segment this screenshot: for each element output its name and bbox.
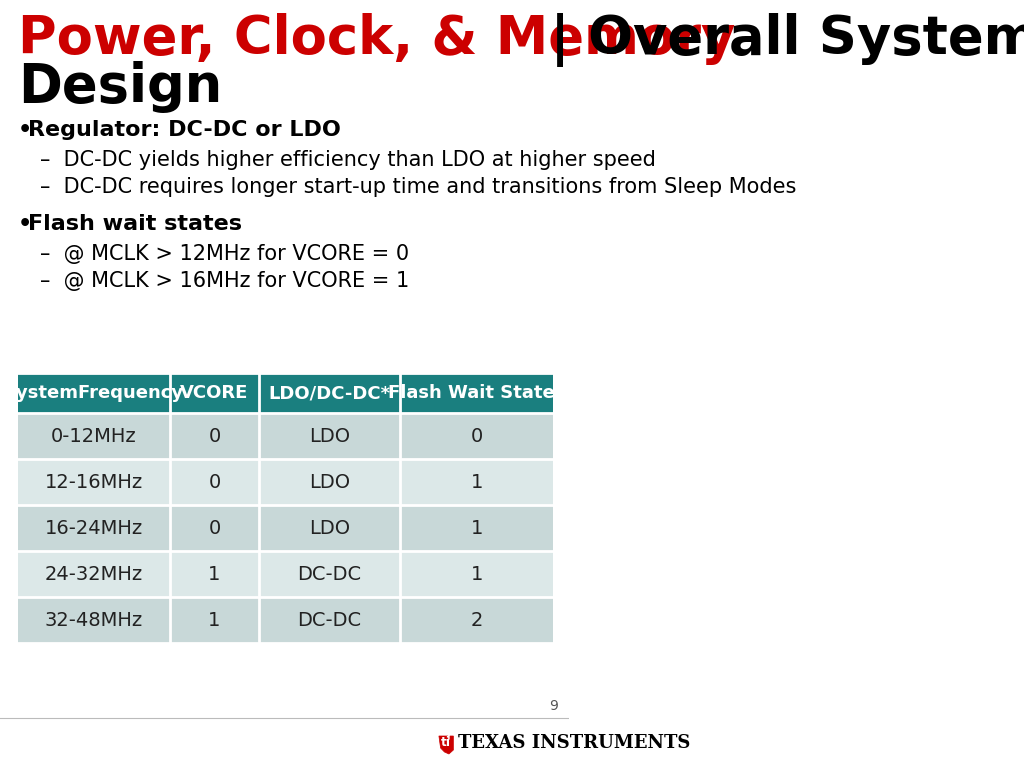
Bar xyxy=(17,505,170,551)
Bar xyxy=(400,413,553,459)
Text: LDO: LDO xyxy=(309,426,350,445)
Text: Regulator: DC-DC or LDO: Regulator: DC-DC or LDO xyxy=(28,120,341,140)
Bar xyxy=(170,597,258,643)
Bar xyxy=(17,373,170,413)
Text: SystemFrequency: SystemFrequency xyxy=(4,384,184,402)
Text: Flash wait states: Flash wait states xyxy=(28,214,242,234)
Text: •: • xyxy=(17,120,32,140)
Bar xyxy=(170,459,258,505)
Text: 0-12MHz: 0-12MHz xyxy=(51,426,137,445)
Bar xyxy=(400,597,553,643)
Text: 0: 0 xyxy=(208,426,220,445)
Bar xyxy=(400,459,553,505)
Bar xyxy=(258,373,400,413)
Text: 1: 1 xyxy=(470,564,482,584)
Bar xyxy=(170,373,258,413)
Text: Design: Design xyxy=(17,61,222,113)
Bar xyxy=(400,551,553,597)
Text: Power, Clock, & Memory: Power, Clock, & Memory xyxy=(17,13,735,65)
Bar xyxy=(17,413,170,459)
Text: –  @ MCLK > 16MHz for VCORE = 1: – @ MCLK > 16MHz for VCORE = 1 xyxy=(40,271,410,291)
Bar xyxy=(17,459,170,505)
Text: •: • xyxy=(17,214,32,234)
Bar xyxy=(258,459,400,505)
Text: LDO/DC-DC*: LDO/DC-DC* xyxy=(268,384,390,402)
Bar xyxy=(17,597,170,643)
Text: 16-24MHz: 16-24MHz xyxy=(45,518,143,538)
Bar xyxy=(170,413,258,459)
Bar xyxy=(258,597,400,643)
Text: 0: 0 xyxy=(208,472,220,492)
Text: LDO: LDO xyxy=(309,518,350,538)
Bar xyxy=(400,373,553,413)
Bar xyxy=(258,551,400,597)
Text: LDO: LDO xyxy=(309,472,350,492)
Bar xyxy=(400,505,553,551)
Text: 0: 0 xyxy=(470,426,482,445)
Text: 9: 9 xyxy=(550,699,558,713)
Text: 0: 0 xyxy=(208,518,220,538)
Text: –  @ MCLK > 12MHz for VCORE = 0: – @ MCLK > 12MHz for VCORE = 0 xyxy=(40,244,410,264)
Text: 2: 2 xyxy=(470,611,482,630)
Text: | Overall System: | Overall System xyxy=(532,13,1024,67)
Text: –  DC-DC requires longer start-up time and transitions from Sleep Modes: – DC-DC requires longer start-up time an… xyxy=(40,177,797,197)
Bar xyxy=(17,551,170,597)
Bar xyxy=(258,413,400,459)
Text: –  DC-DC yields higher efficiency than LDO at higher speed: – DC-DC yields higher efficiency than LD… xyxy=(40,150,656,170)
Text: DC-DC: DC-DC xyxy=(297,611,361,630)
Text: 24-32MHz: 24-32MHz xyxy=(45,564,143,584)
Text: 12-16MHz: 12-16MHz xyxy=(45,472,143,492)
Polygon shape xyxy=(439,736,454,754)
Text: TEXAS INSTRUMENTS: TEXAS INSTRUMENTS xyxy=(458,734,690,752)
Text: 1: 1 xyxy=(470,472,482,492)
Bar xyxy=(170,505,258,551)
Text: Flash Wait States: Flash Wait States xyxy=(388,384,565,402)
Text: 1: 1 xyxy=(208,611,220,630)
Text: 32-48MHz: 32-48MHz xyxy=(45,611,143,630)
Text: VCORE: VCORE xyxy=(180,384,249,402)
Text: 1: 1 xyxy=(470,518,482,538)
Bar xyxy=(170,551,258,597)
Text: DC-DC: DC-DC xyxy=(297,564,361,584)
Bar xyxy=(258,505,400,551)
Text: ti: ti xyxy=(441,737,452,750)
Text: 1: 1 xyxy=(208,564,220,584)
